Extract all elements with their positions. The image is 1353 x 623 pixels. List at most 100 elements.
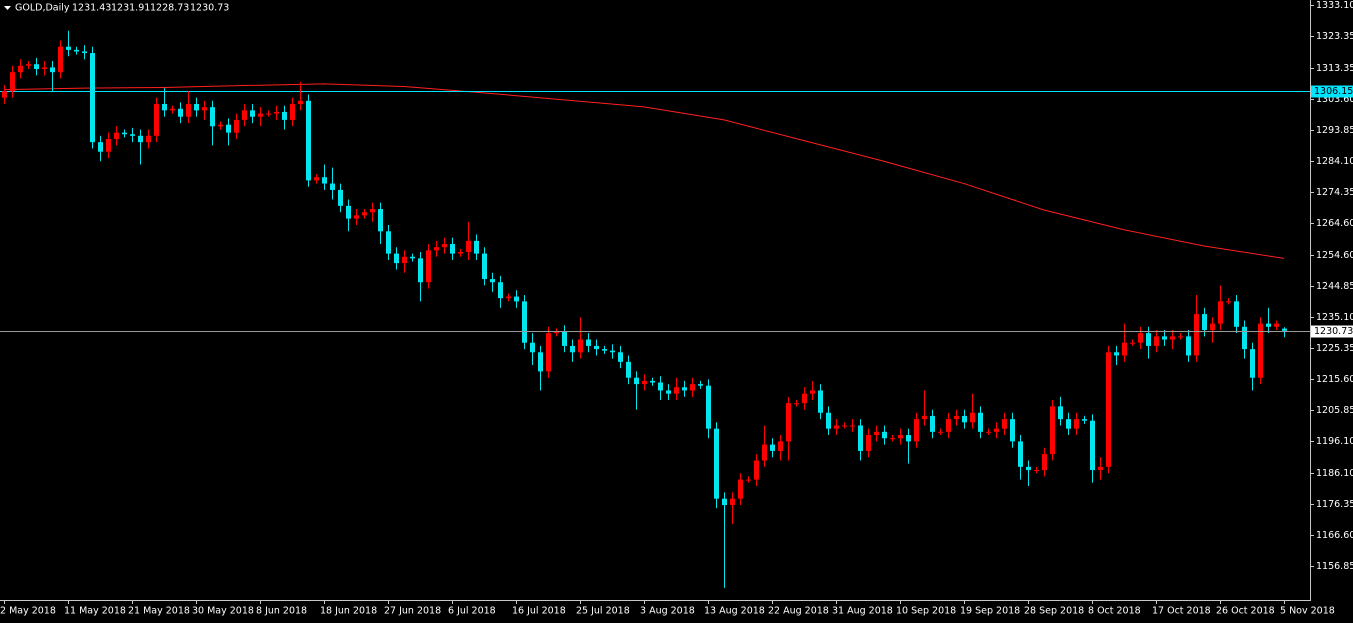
candle-body [1154, 336, 1159, 346]
candle-body [1162, 336, 1167, 340]
candle-body [978, 412, 983, 432]
candle-body [378, 209, 383, 232]
candle-body [1178, 336, 1183, 338]
candle-body [250, 110, 255, 117]
candle-body [162, 103, 167, 111]
candle-body [1242, 326, 1247, 350]
candle-body [938, 431, 943, 433]
x-tick-label: 22 Aug 2018 [768, 606, 829, 617]
x-tick-label: 6 Jul 2018 [448, 606, 496, 617]
x-tick-label: 25 Jul 2018 [576, 606, 630, 617]
y-tick-label: 1303.60 [1316, 94, 1353, 105]
candle-body [130, 134, 135, 136]
x-tick-label: 13 Aug 2018 [704, 606, 765, 617]
header-open: 1231.43 [72, 3, 111, 14]
price-label: 1230.73 [1314, 326, 1353, 337]
candle-body [690, 384, 695, 391]
y-tick-label: 1215.60 [1316, 374, 1353, 385]
candle-body [786, 403, 791, 442]
candle-body [186, 103, 191, 117]
candle-body [146, 135, 151, 143]
x-tick-label: 27 Jun 2018 [384, 606, 441, 617]
candle-body [658, 382, 663, 391]
candle-body [322, 177, 327, 184]
candle-body [1210, 323, 1215, 330]
candle-body [194, 103, 199, 111]
candle-body [10, 72, 15, 92]
price-label-box [1311, 325, 1353, 338]
candle-body [1146, 333, 1151, 346]
y-tick-label: 1274.35 [1316, 187, 1353, 198]
candle-body [842, 425, 847, 427]
candle-body [1066, 419, 1071, 429]
candle-body [218, 124, 223, 127]
candle-body [1042, 454, 1047, 471]
candle-body [610, 350, 615, 353]
candle-body [138, 135, 143, 143]
candle-body [1018, 441, 1023, 467]
candle-body [682, 387, 687, 391]
candle-body [466, 240, 471, 253]
candle-body [674, 387, 679, 394]
candle-body [506, 296, 511, 299]
y-tick-label: 1186.10 [1316, 468, 1353, 479]
candle-body [402, 256, 407, 264]
candle-body [1194, 314, 1199, 356]
candle-body [490, 279, 495, 283]
level-label-box [1311, 85, 1353, 98]
candle-body [698, 384, 703, 386]
x-tick-label: 26 Oct 2018 [1216, 606, 1275, 617]
candle-body [754, 460, 759, 480]
candle-body [386, 231, 391, 254]
candle-body [898, 435, 903, 439]
candle-body [170, 108, 175, 111]
candle-body [1026, 466, 1031, 471]
y-tick-label: 1284.10 [1316, 156, 1353, 167]
x-tick-label: 28 Sep 2018 [1024, 606, 1084, 617]
candle-body [554, 331, 559, 334]
x-tick-label: 18 Jun 2018 [320, 606, 377, 617]
candle-body [346, 205, 351, 219]
x-tick-label: 10 Sep 2018 [896, 606, 956, 617]
candle-body [242, 110, 247, 120]
x-tick-label: 19 Sep 2018 [960, 606, 1020, 617]
candle-body [34, 64, 39, 69]
x-tick-label: 11 May 2018 [64, 606, 126, 617]
candle-body [434, 247, 439, 251]
candle-body [946, 419, 951, 432]
candle-body [538, 352, 543, 372]
candle-body [1266, 323, 1271, 327]
candle-body [178, 108, 183, 117]
candle-body [2, 91, 7, 98]
x-tick-label: 8 Oct 2018 [1088, 606, 1141, 617]
candle-body [306, 100, 311, 181]
candle-body [1202, 314, 1207, 330]
candle-body [1106, 352, 1111, 467]
candle-body [274, 111, 279, 114]
level-label: 1306.15 [1314, 86, 1353, 97]
candle-body [90, 53, 95, 143]
candle-body [394, 253, 399, 264]
candle-body [1234, 301, 1239, 327]
x-tick-label: 2 May 2018 [0, 606, 56, 617]
candle-body [114, 132, 119, 140]
candle-body [234, 119, 239, 133]
candle-body [1258, 323, 1263, 378]
candle-body [26, 64, 31, 66]
candle-body [154, 103, 159, 136]
candle-body [210, 107, 215, 127]
candle-body [514, 296, 519, 302]
candle-body [834, 425, 839, 429]
candle-body [730, 498, 735, 506]
candle-body [986, 431, 991, 433]
y-tick-label: 1225.35 [1316, 343, 1353, 354]
candle-body [722, 498, 727, 506]
symbol-menu-arrow[interactable] [4, 6, 11, 10]
candle-body [266, 113, 271, 115]
candle-body [954, 415, 959, 420]
candle-body [1122, 342, 1127, 356]
candle-body [202, 107, 207, 111]
candle-body [962, 415, 967, 423]
candle-body [410, 256, 415, 259]
